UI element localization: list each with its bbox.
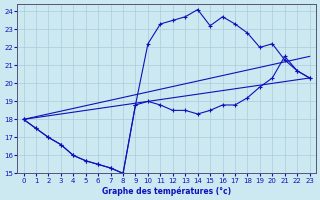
X-axis label: Graphe des températures (°c): Graphe des températures (°c)	[102, 186, 231, 196]
